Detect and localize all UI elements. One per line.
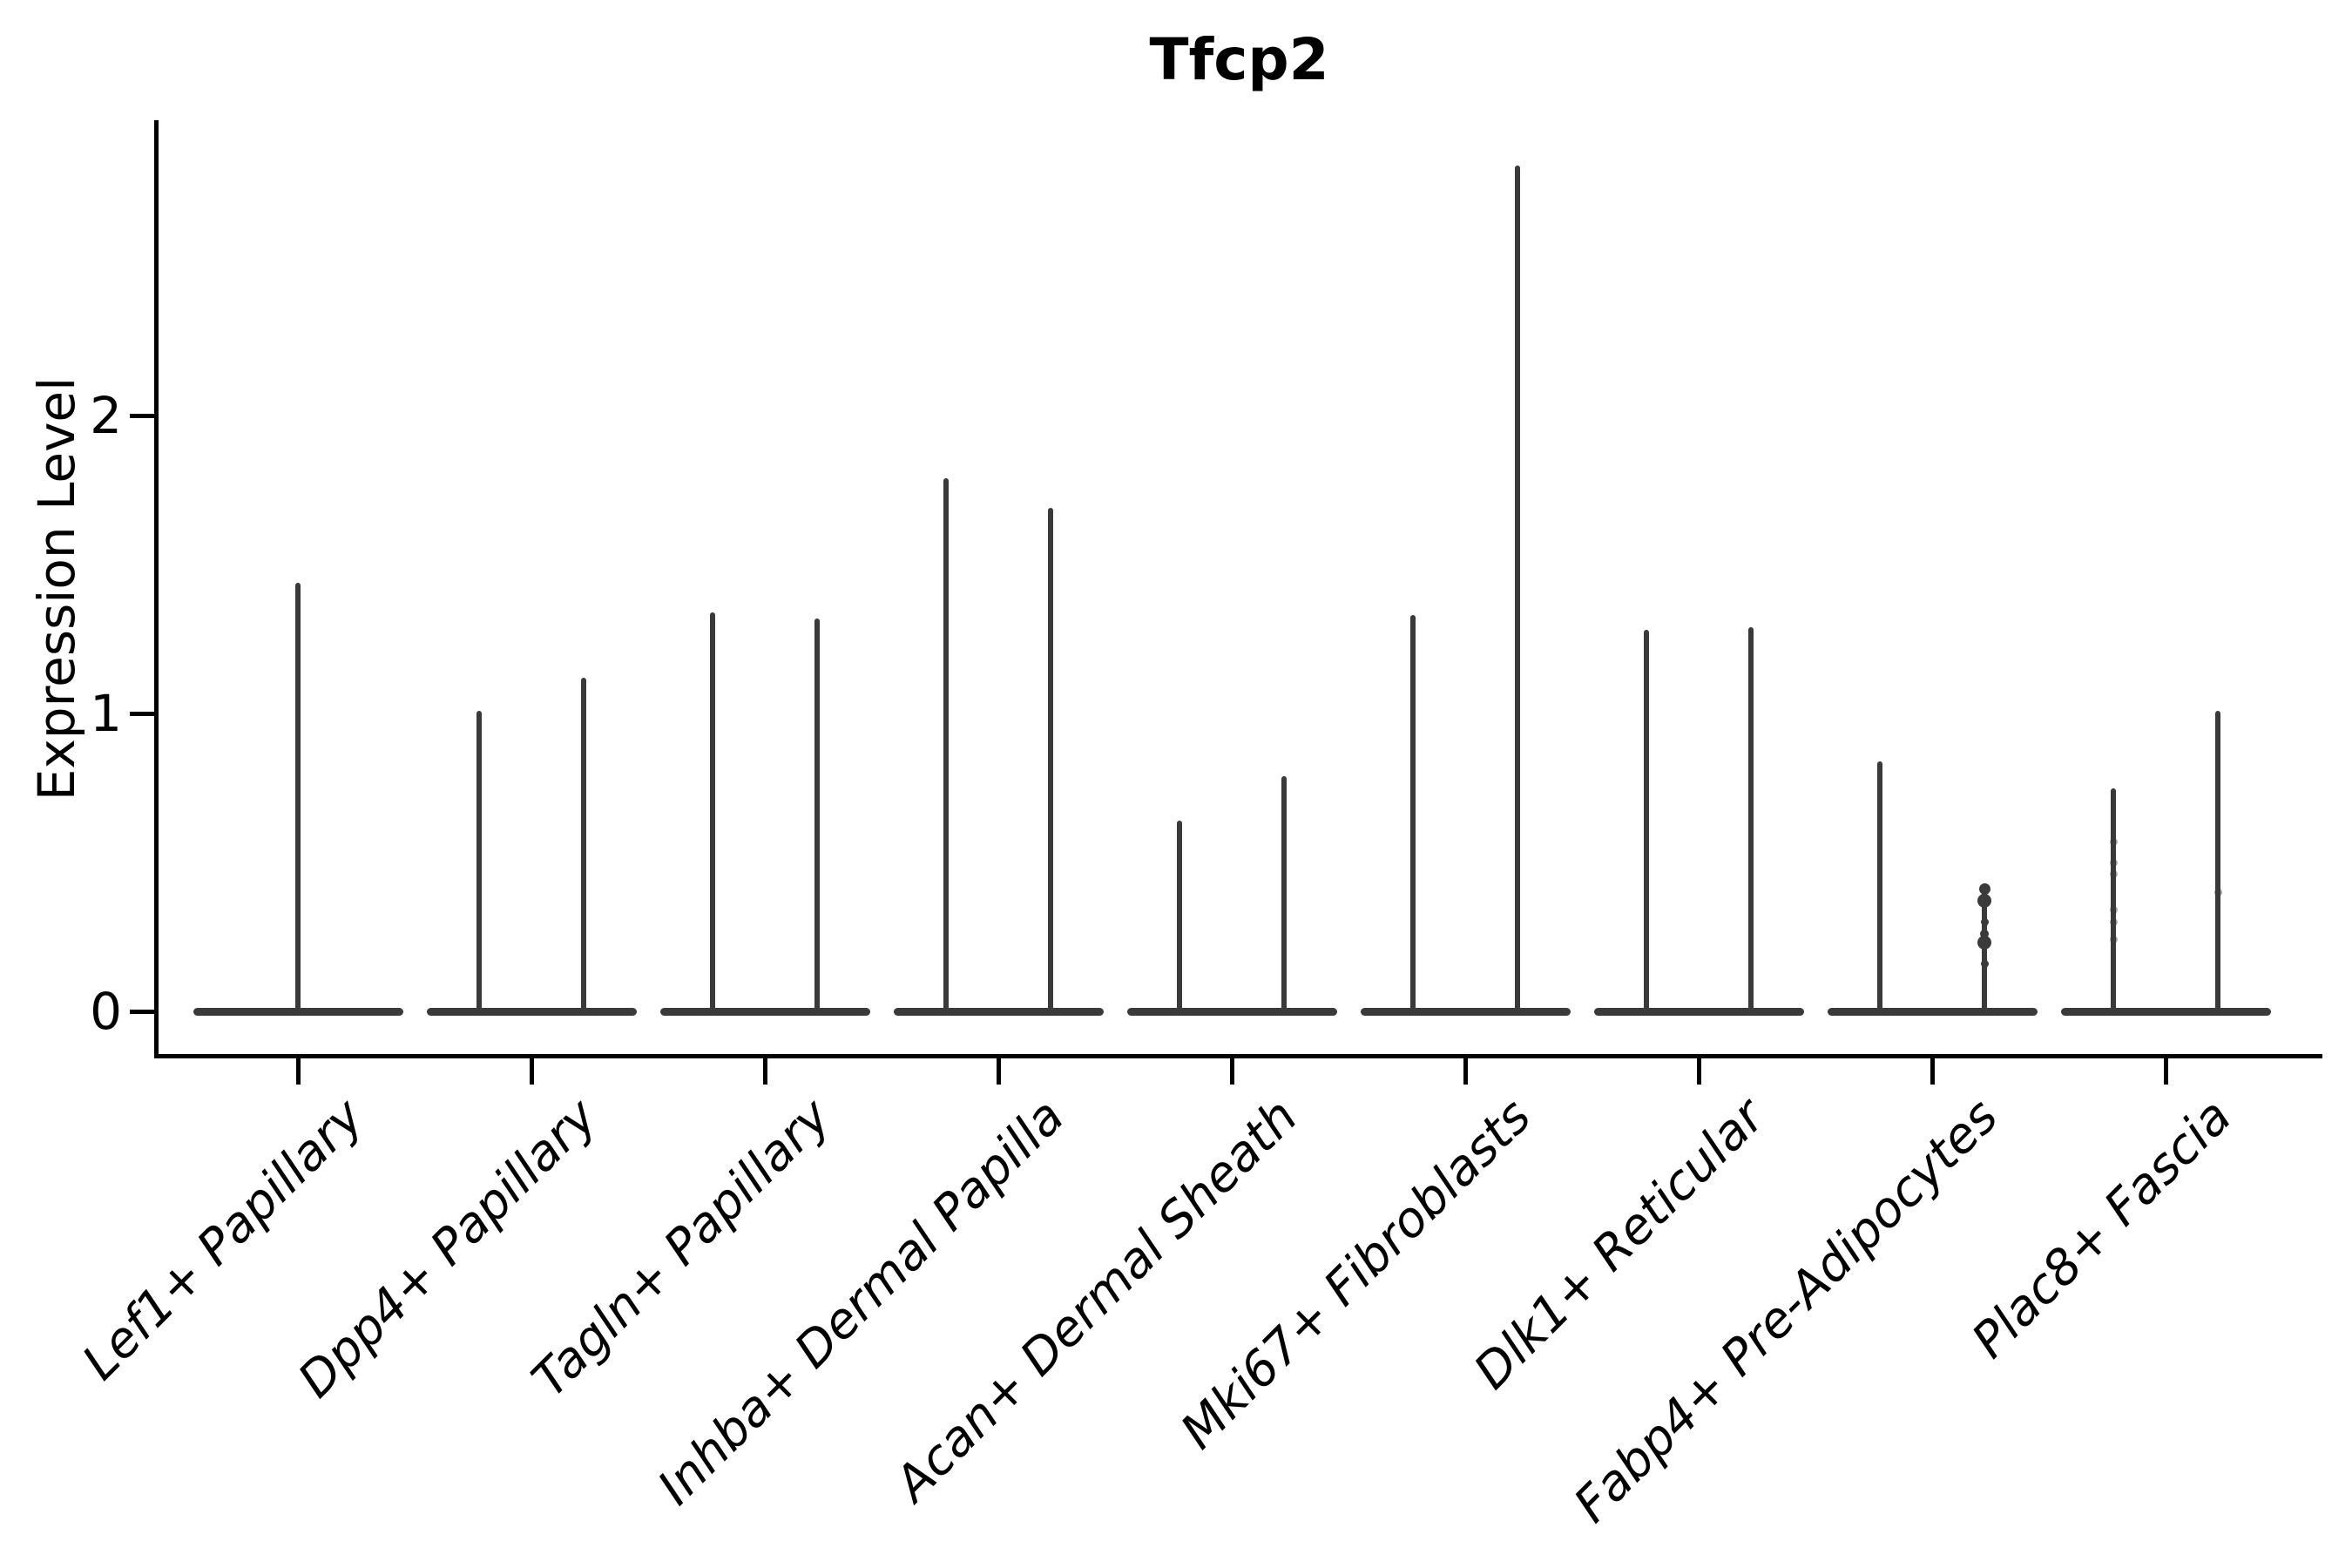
violin-spike	[1982, 889, 1987, 1011]
x-tick	[1229, 1058, 1234, 1085]
violin-spike	[1877, 760, 1882, 1011]
violin-baseline	[426, 1007, 637, 1016]
expression-dot	[1980, 959, 1989, 968]
violin-spike	[581, 677, 586, 1011]
y-tick-label: 1	[90, 684, 122, 743]
x-tick	[295, 1058, 301, 1085]
violin-spike	[1281, 775, 1287, 1011]
violin-spike	[943, 477, 949, 1011]
y-axis-title: Expression Level	[27, 376, 86, 801]
expression-dot	[2213, 888, 2222, 896]
x-tick	[996, 1058, 1001, 1085]
x-tick-label: Acan+ Dermal Sheath	[884, 1088, 1309, 1513]
violin-spike	[1177, 821, 1182, 1011]
violin-spike	[814, 618, 820, 1011]
violin-baseline	[1827, 1007, 2038, 1016]
violin-baseline	[659, 1007, 870, 1016]
expression-dot	[1977, 894, 1991, 909]
expression-dot	[2109, 870, 2118, 879]
x-tick-label: Dpp4+ Papillary	[287, 1088, 609, 1409]
x-tick	[1930, 1058, 1935, 1085]
violin-spike	[1515, 165, 1520, 1011]
violin-spike	[2111, 787, 2116, 1011]
expression-dot	[1980, 917, 1989, 926]
expression-dot	[1978, 883, 1990, 896]
y-tick	[130, 1009, 156, 1014]
violin-spike	[295, 582, 301, 1011]
violin-baseline	[1126, 1007, 1337, 1016]
violin-spike	[1748, 626, 1754, 1011]
x-tick	[2163, 1058, 2168, 1085]
expression-dot	[2109, 917, 2118, 926]
x-tick-label: Plac8+ Fascia	[1961, 1088, 2243, 1369]
violin-spike	[1048, 508, 1053, 1011]
expression-dot	[2109, 906, 2118, 915]
x-tick-label: Dlk1+ Reticular	[1463, 1088, 1776, 1401]
expression-dot	[1977, 936, 1991, 950]
plot-title: Tfcp2	[1149, 26, 1329, 93]
x-tick-label: Tagln+ Papillary	[521, 1088, 842, 1409]
violin-spike	[1644, 630, 1649, 1011]
x-tick	[1463, 1058, 1468, 1085]
expression-dot	[1980, 929, 1989, 939]
violin-spike	[476, 710, 482, 1011]
x-axis-line	[154, 1054, 2322, 1058]
violin-baseline	[2060, 1007, 2271, 1016]
x-tick	[762, 1058, 767, 1085]
violin-baseline	[1593, 1007, 1804, 1016]
expression-dot	[2109, 858, 2118, 867]
y-tick-label: 0	[90, 982, 122, 1041]
expression-dot	[2109, 936, 2118, 944]
x-tick-label: Fabp4+ Pre-Adipocytes	[1563, 1088, 2010, 1534]
violin-baseline	[1360, 1007, 1571, 1016]
y-axis-line	[154, 120, 159, 1058]
x-tick-label: Mki67+ Fibroblasts	[1170, 1088, 1543, 1460]
y-tick-label: 2	[90, 386, 122, 445]
violin-spike	[710, 612, 715, 1011]
violin-spike	[1410, 615, 1416, 1011]
x-tick-label: Inhba+ Dermal Papilla	[647, 1088, 1076, 1517]
x-tick	[1696, 1058, 1701, 1085]
violin-baseline	[193, 1007, 403, 1016]
violin-baseline	[893, 1007, 1104, 1016]
x-tick	[529, 1058, 534, 1085]
violin-spike	[2215, 710, 2220, 1011]
y-tick	[130, 413, 156, 418]
y-tick	[130, 711, 156, 716]
expression-dot	[2109, 837, 2118, 846]
